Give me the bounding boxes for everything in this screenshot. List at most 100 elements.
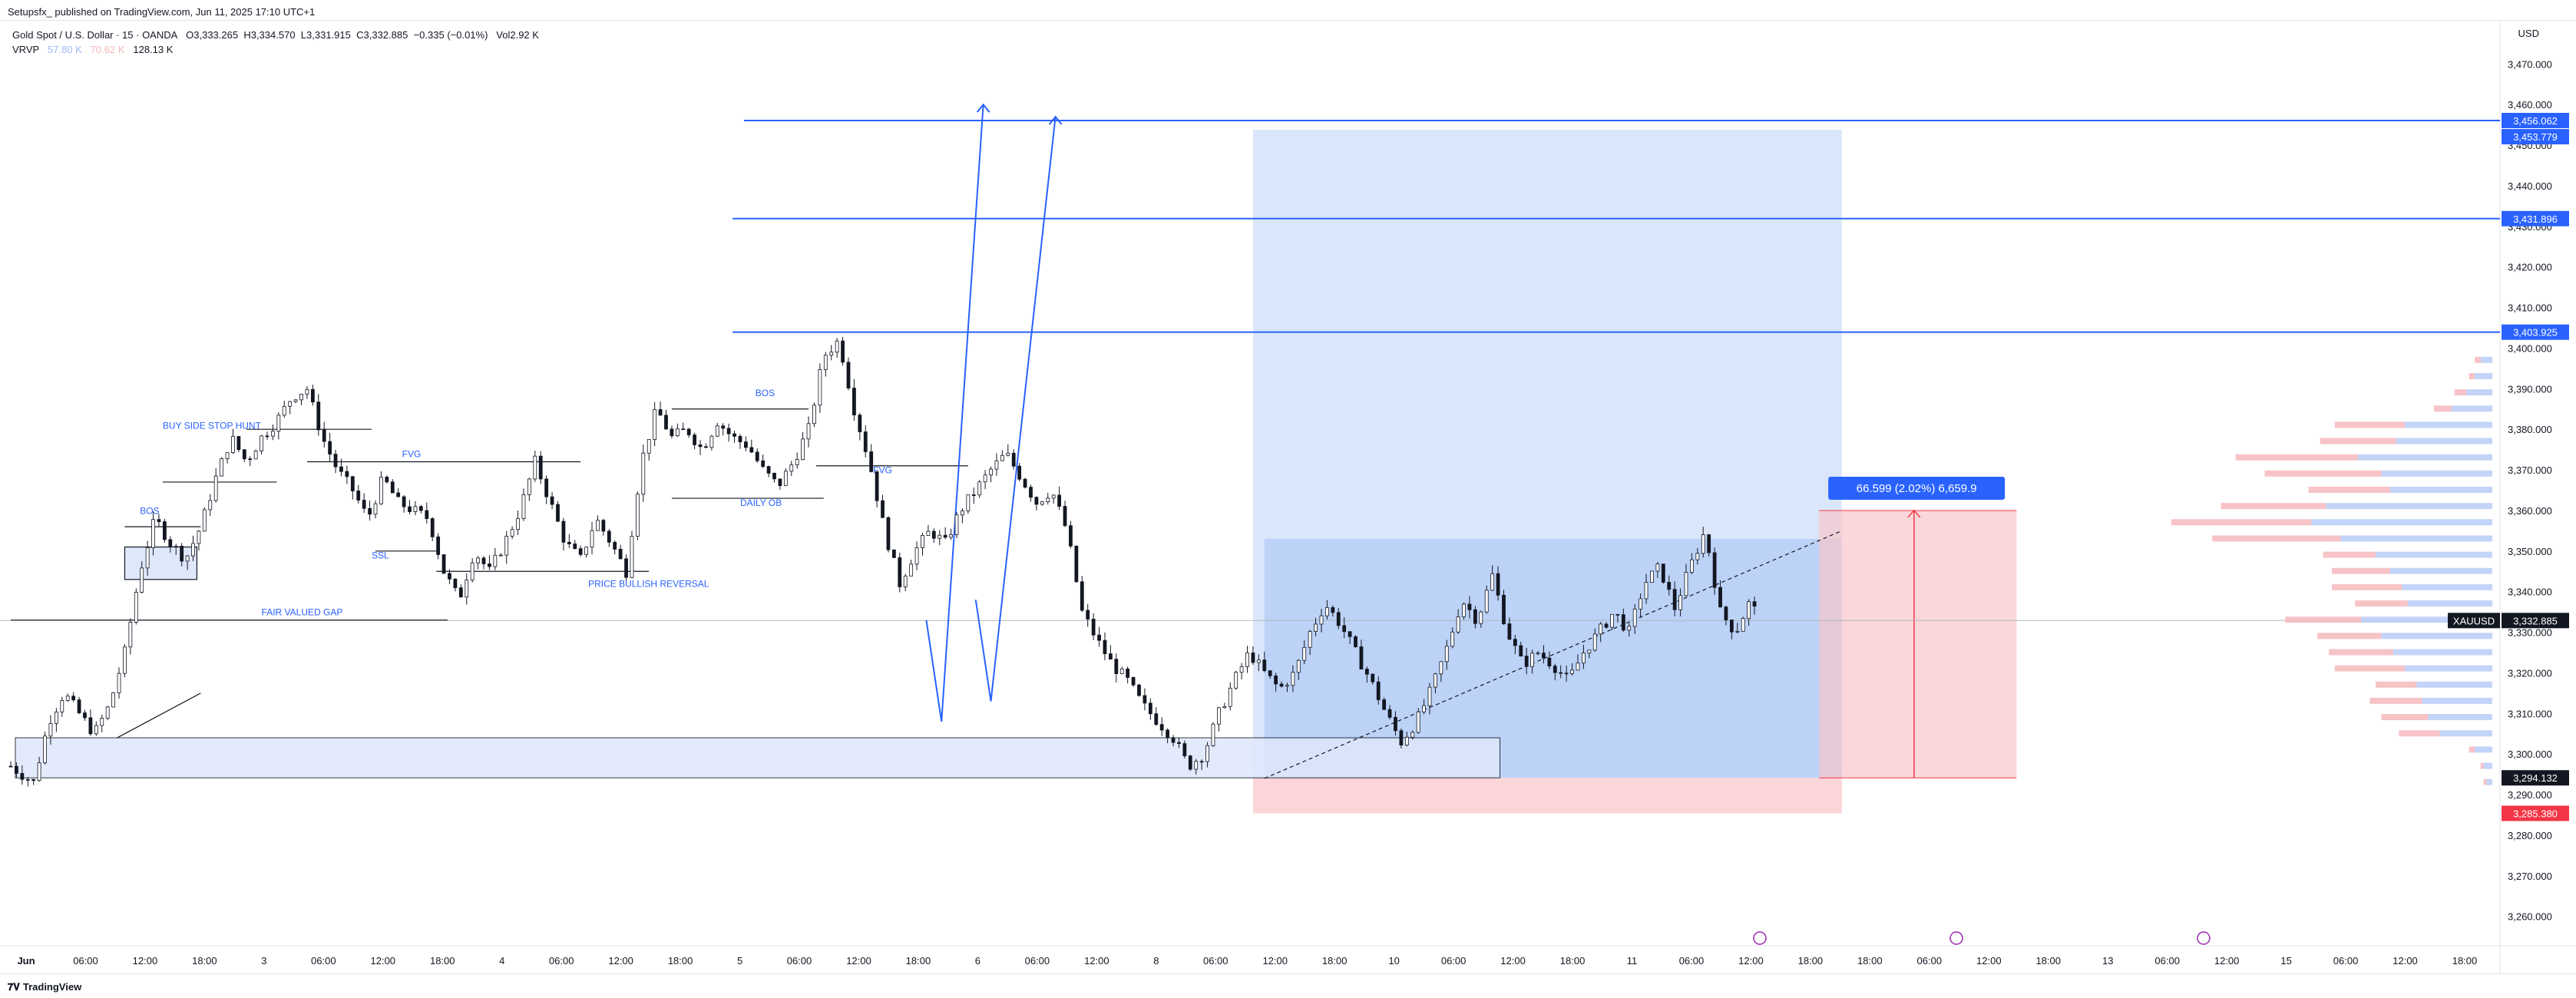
price-chart[interactable]: 66.599 (2.02%) 6,659.9 BUY SIDE STOP HUNT… — [0, 20, 2576, 973]
candle-body — [869, 451, 874, 472]
annotation-label: SSL — [372, 550, 389, 561]
candle-body — [1319, 615, 1324, 625]
candle-body — [1655, 563, 1660, 572]
annotation-label: FAIR VALUED GAP — [262, 607, 343, 618]
candle-body — [1137, 684, 1141, 696]
candle-body — [88, 717, 93, 735]
candle-body — [1456, 616, 1460, 633]
annotation-label: BUY SIDE STOP HUNT — [163, 420, 262, 431]
candle-body — [1057, 494, 1061, 507]
candle-body — [772, 472, 776, 480]
candle-body — [1467, 603, 1472, 610]
candle-body — [1581, 653, 1586, 664]
candle-body — [276, 415, 281, 432]
candle-body — [903, 575, 908, 587]
candle-body — [1576, 663, 1580, 671]
candle-body — [744, 441, 748, 448]
price-tick-label: 3,390.000 — [2508, 383, 2552, 395]
time-tick-label: 18:00 — [1857, 955, 1883, 967]
candle-body — [77, 699, 81, 713]
candle-body — [926, 530, 931, 536]
candle-body — [1239, 666, 1244, 673]
candle-body — [1735, 630, 1740, 633]
candle-body — [1143, 695, 1147, 704]
time-tick-label: 4 — [499, 955, 504, 967]
candle-body — [322, 429, 326, 442]
candle-body — [1017, 465, 1022, 480]
candle-body — [15, 765, 18, 774]
candle-body — [71, 696, 76, 701]
candle-body — [1422, 705, 1426, 712]
candle-body — [1171, 737, 1176, 743]
candle-body — [396, 492, 401, 497]
candle-body — [1194, 761, 1199, 770]
candle-body — [943, 534, 947, 538]
candle-body — [333, 454, 338, 468]
long-stop-zone — [1252, 778, 1842, 814]
vp-up-bar — [2396, 438, 2492, 444]
publisher-text: Setupsfx_ published on TradingView.com, … — [8, 6, 316, 18]
vp-down-bar — [2376, 681, 2417, 688]
candle-body — [65, 696, 70, 701]
candle-body — [1410, 732, 1415, 738]
candle-body — [1479, 611, 1483, 624]
candle-body — [1251, 653, 1255, 663]
vp-up-bar — [2451, 405, 2492, 412]
vp-up-bar — [2311, 519, 2492, 526]
candle-body — [293, 399, 298, 402]
candle-body — [561, 520, 566, 543]
tradingview-logo[interactable]: 𝟕𝐕 TradingView — [8, 981, 81, 993]
vp-down-bar — [2355, 600, 2408, 607]
candle-body — [1371, 673, 1375, 682]
candle-body — [1559, 672, 1563, 674]
time-tick-label: 12:00 — [1084, 955, 1109, 967]
candle-body — [8, 765, 13, 768]
vp-down-bar — [2329, 649, 2393, 656]
candle-body — [556, 504, 560, 522]
candle-body — [738, 435, 742, 443]
candle-body — [310, 388, 315, 403]
candle-body — [886, 517, 891, 550]
candle-body — [1291, 672, 1295, 686]
legend-change: −0.335 (−0.01%) — [413, 29, 488, 41]
candle-body — [693, 435, 697, 445]
candle-body — [812, 405, 816, 425]
candle-body — [1296, 659, 1301, 673]
candle-body — [1154, 713, 1159, 725]
candle-body — [1205, 745, 1209, 762]
vp-up-bar — [2340, 535, 2492, 542]
candle-body — [470, 562, 475, 580]
candle-body — [704, 446, 708, 448]
candle-body — [265, 435, 270, 438]
vp-down-bar — [2235, 454, 2359, 461]
annotation-label: BOS — [140, 506, 159, 517]
vp-up-bar — [2416, 681, 2492, 688]
vp-down-bar — [2317, 633, 2382, 639]
level-price-tag-bg — [2502, 112, 2569, 128]
candle-body — [681, 428, 686, 431]
time-tick-label: 06:00 — [1025, 955, 1050, 967]
candle-body — [476, 557, 480, 563]
vp-down-bar — [2369, 697, 2422, 704]
projection-arrow-head — [1048, 115, 1063, 125]
event-marker-icon — [1753, 931, 1767, 945]
candle-body — [1564, 672, 1569, 675]
candle-body — [1040, 501, 1044, 505]
time-tick-label: 06:00 — [787, 955, 812, 967]
time-tick-label: 06:00 — [1917, 955, 1943, 967]
measure-box — [1819, 510, 2017, 778]
symbol-tag: XAUUSD — [2453, 615, 2495, 626]
candle-body — [128, 622, 133, 648]
legend-vrvp-row: VRVP 57.80 K 70.62 K 128.13 K — [12, 42, 539, 57]
candle-body — [458, 587, 463, 598]
vp-down-bar — [2483, 778, 2487, 785]
candle-body — [761, 460, 766, 468]
vrvp-label[interactable]: VRVP — [12, 44, 40, 55]
time-tick-label: 18:00 — [906, 955, 931, 967]
candle-body — [60, 700, 64, 712]
legend-symbol[interactable]: Gold Spot / U.S. Dollar · 15 · OANDA — [12, 29, 178, 41]
candle-body — [584, 547, 588, 555]
candle-body — [1000, 454, 1004, 461]
time-tick-label: 18:00 — [192, 955, 217, 967]
candle-body — [573, 544, 577, 550]
